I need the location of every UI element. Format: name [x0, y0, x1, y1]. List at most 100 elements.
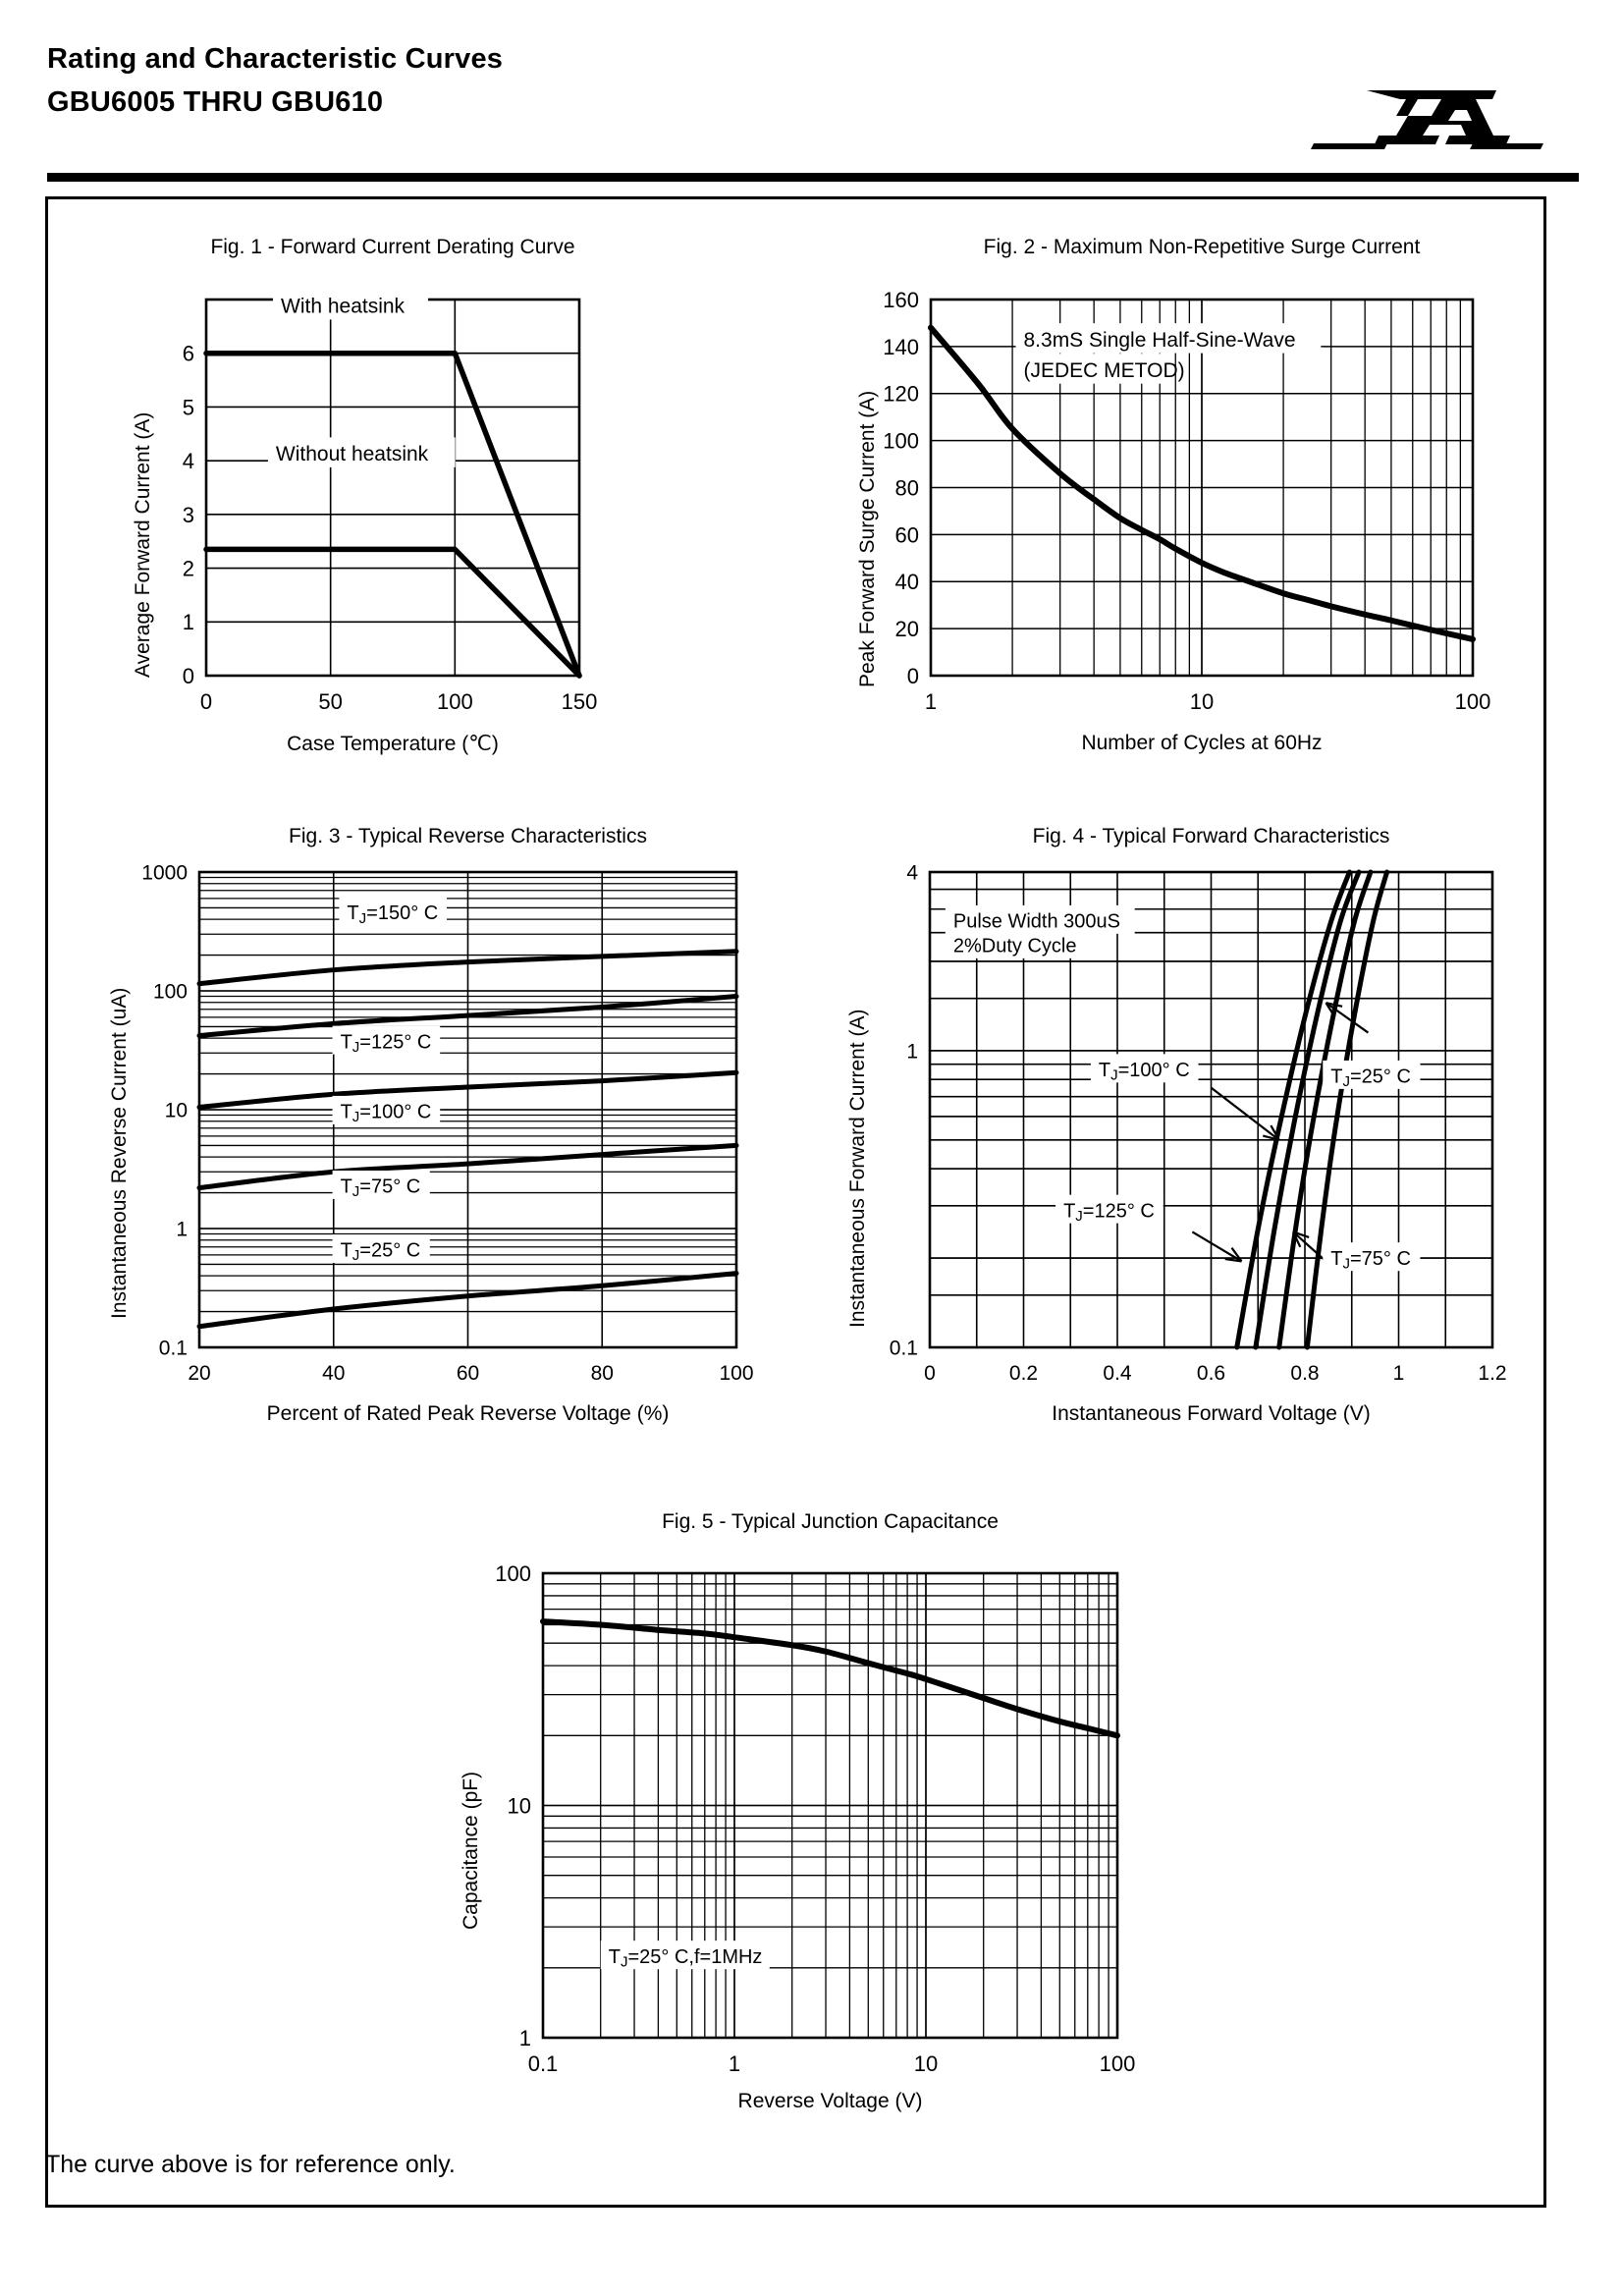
y-tick-label: 1000 [141, 862, 188, 885]
y-tick-label: 1 [183, 610, 194, 634]
x-tick-label: 0 [200, 689, 212, 714]
svg-text:(JEDEC METOD): (JEDEC METOD) [1024, 359, 1185, 382]
y-tick-label: 6 [183, 342, 194, 366]
figure-1: With heatsink Without heatsink 0 50 100 150 0 1… [183, 289, 597, 714]
y-tick-label: 5 [183, 395, 194, 419]
figure-5: TJ=25° C,f=1MHz 0.1 1 10 100 1 10 100 [495, 1561, 1135, 2076]
x-tick-label: 0.8 [1290, 1362, 1319, 1385]
svg-text:TJ=25° C: TJ=25° C [1330, 1066, 1411, 1090]
series-TJ=75° C [1276, 869, 1374, 1350]
x-tick-label: 150 [562, 689, 598, 714]
y-tick-label: 120 [883, 382, 919, 407]
y-tick-label: 0 [907, 664, 919, 688]
y-tick-label: 1 [176, 1219, 188, 1241]
figure-1-xlabel: Case Temperature (℃) [287, 733, 499, 755]
x-tick-label: 10 [914, 2051, 938, 2076]
svg-text:TJ=100° C: TJ=100° C [1099, 1060, 1190, 1084]
svg-text:TJ=75° C: TJ=75° C [341, 1176, 421, 1201]
series-TJ=125° C [1234, 869, 1352, 1350]
y-tick-label: 40 [895, 570, 919, 594]
figure-5-ylabel: Capacitance (pF) [460, 1771, 482, 1930]
x-tick-label: 100 [1100, 2051, 1136, 2076]
y-tick-label: 3 [183, 503, 194, 527]
svg-text:TJ=100° C: TJ=100° C [341, 1102, 432, 1126]
figure-2-ylabel: Peak Forward Surge Current (A) [856, 390, 879, 687]
x-tick-label: 40 [322, 1362, 345, 1385]
reference-note: The curve above is for reference only. [45, 2151, 456, 2178]
figure-5-title: Fig. 5 - Typical Junction Capacitance [662, 1510, 999, 1533]
y-tick-label: 4 [183, 449, 194, 473]
x-tick-label: 0.4 [1103, 1362, 1132, 1385]
svg-text:Pulse Width 300uS: Pulse Width 300uS [953, 911, 1120, 933]
figure-1-ylabel: Average Forward Current (A) [132, 411, 154, 678]
svg-text:TJ=25° C: TJ=25° C [341, 1240, 421, 1265]
part-number-range: GBU6005 THRU GBU610 [47, 86, 384, 118]
y-tick-label: 1 [519, 2026, 531, 2050]
figure-3-plot: TJ=150° C TJ=125° C TJ=100° C TJ=75° C TJ=25… [141, 862, 753, 1385]
y-tick-label: 10 [508, 1793, 531, 1818]
y-tick-label: 60 [895, 522, 919, 547]
series-TJ=25° C [1304, 869, 1390, 1350]
series-TJ=100° C [1253, 869, 1362, 1350]
series-TJ=125° C [196, 994, 739, 1039]
x-tick-label: 80 [591, 1362, 614, 1385]
x-tick-label: 1 [1393, 1362, 1405, 1385]
x-tick-label: 1 [729, 2051, 740, 2076]
figure-4-xlabel: Instantaneous Forward Voltage (V) [1052, 1402, 1371, 1425]
x-tick-label: 0.1 [528, 2051, 559, 2076]
x-tick-label: 100 [1455, 689, 1491, 714]
svg-text:8.3mS Single Half-Sine-Wave: 8.3mS Single Half-Sine-Wave [1024, 329, 1296, 352]
y-tick-label: 100 [883, 429, 919, 454]
x-tick-label: 50 [318, 689, 342, 714]
y-tick-label: 0 [183, 664, 194, 688]
figure-1-title: Fig. 1 - Forward Current Derating Curve [210, 236, 575, 258]
figure-4-ylabel: Instantaneous Forward Current (A) [846, 1009, 869, 1328]
y-tick-label: 0.1 [890, 1338, 918, 1360]
figure-3-title: Fig. 3 - Typical Reverse Characteristics [289, 825, 647, 847]
content-frame [45, 196, 1546, 2208]
x-tick-label: 0.6 [1197, 1362, 1225, 1385]
series-With heatsink [203, 350, 582, 679]
y-tick-label: 2 [183, 556, 194, 580]
series-8.3mS Single Half-Sine-Wave [928, 324, 1476, 642]
y-tick-label: 20 [895, 617, 919, 641]
x-tick-label: 1 [925, 689, 937, 714]
figure-4-title: Fig. 4 - Typical Forward Characteristics [1032, 825, 1390, 847]
x-tick-label: 20 [188, 1362, 210, 1385]
series-TJ=25° C [196, 1271, 739, 1330]
svg-text:TJ=75° C: TJ=75° C [1330, 1248, 1411, 1273]
figure-1-plot: With heatsink Without heatsink 0 50 100 150 0 1… [183, 289, 597, 714]
y-tick-label: 100 [495, 1561, 531, 1586]
x-tick-label: 100 [437, 689, 473, 714]
figure-3: TJ=150° C TJ=125° C TJ=100° C TJ=75° C TJ=25… [141, 862, 753, 1385]
y-tick-label: 160 [883, 288, 919, 312]
series-TJ=150° C [196, 949, 739, 987]
svg-text:TJ=25° C,f=1MHz: TJ=25° C,f=1MHz [609, 1946, 763, 1971]
x-tick-label: 100 [719, 1362, 753, 1385]
header-divider [47, 173, 1579, 182]
y-tick-label: 100 [153, 981, 188, 1004]
figure-4: Pulse Width 300uS 2%Duty Cycle TJ=100° C TJ… [890, 862, 1507, 1385]
figure-2-plot: 8.3mS Single Half-Sine-Wave (JEDEC METOD)… [883, 288, 1490, 714]
series-TJ=100° C [196, 1069, 739, 1110]
figure-2: 8.3mS Single Half-Sine-Wave (JEDEC METOD)… [883, 288, 1490, 714]
y-tick-label: 0.1 [159, 1338, 188, 1360]
svg-text:TJ=150° C: TJ=150° C [347, 902, 438, 927]
figure-2-xlabel: Number of Cycles at 60Hz [1081, 732, 1323, 754]
x-tick-label: 1.2 [1478, 1362, 1506, 1385]
x-tick-label: 10 [1190, 689, 1214, 714]
svg-text:TJ=125° C: TJ=125° C [341, 1031, 432, 1056]
svg-text:With heatsink: With heatsink [281, 296, 406, 318]
page-header: Rating and Characteristic Curves GBU6005… [47, 43, 503, 119]
page-title: Rating and Characteristic Curves [47, 43, 504, 75]
figure-2-title: Fig. 2 - Maximum Non-Repetitive Surge Cu… [983, 236, 1421, 258]
series-TJ=75° C [196, 1142, 739, 1191]
x-tick-label: 0.2 [1009, 1362, 1038, 1385]
figure-3-ylabel: Instantaneous Reverse Current (uA) [108, 987, 131, 1319]
x-tick-label: 0 [924, 1362, 936, 1385]
company-logo [1306, 84, 1551, 153]
y-tick-label: 80 [895, 475, 919, 500]
